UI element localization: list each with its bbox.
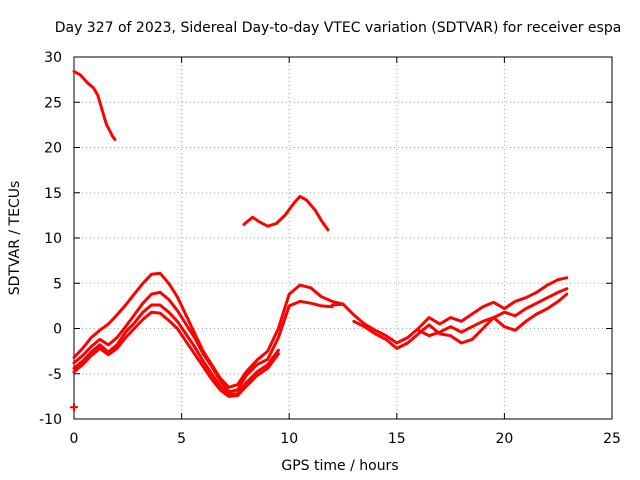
y-tick-label: 5 [53,276,62,292]
series-arc-9 [416,292,569,338]
x-tick-label: 5 [177,431,186,447]
series-arc-7 [330,276,569,345]
y-tick-label: 20 [44,141,62,157]
y-tick-label: -10 [39,412,62,428]
y-tick-label: 30 [44,50,62,66]
data-series [70,70,569,412]
y-tick-label: 10 [44,231,62,247]
x-tick-label: 20 [495,431,513,447]
series-arc-3 [72,271,345,389]
series-arc-2 [242,194,330,232]
x-tick-label: 15 [388,431,406,447]
series-point [70,403,78,412]
series-arc-1 [72,70,117,141]
y-tick-label: 25 [44,95,62,111]
chart-title: Day 327 of 2023, Sidereal Day-to-day VTE… [55,20,622,36]
y-tick-label: -5 [48,367,62,383]
series-arc-5 [72,303,280,397]
series-arc-8 [352,287,569,350]
y-tick-label: 15 [44,186,62,202]
y-tick-label: 0 [53,322,62,338]
ticks: 0 5 10 15 20 25 -10 -5 0 5 10 15 20 25 30 [39,50,621,447]
x-tick-label: 0 [70,431,79,447]
y-axis-label: SDTVAR / TECUs [7,181,23,296]
series-arc-4 [72,290,334,394]
x-tick-label: 25 [603,431,621,447]
series-arc-6 [72,310,280,398]
grid [74,57,612,419]
x-tick-label: 10 [280,431,298,447]
x-axis-label: GPS time / hours [281,458,398,474]
